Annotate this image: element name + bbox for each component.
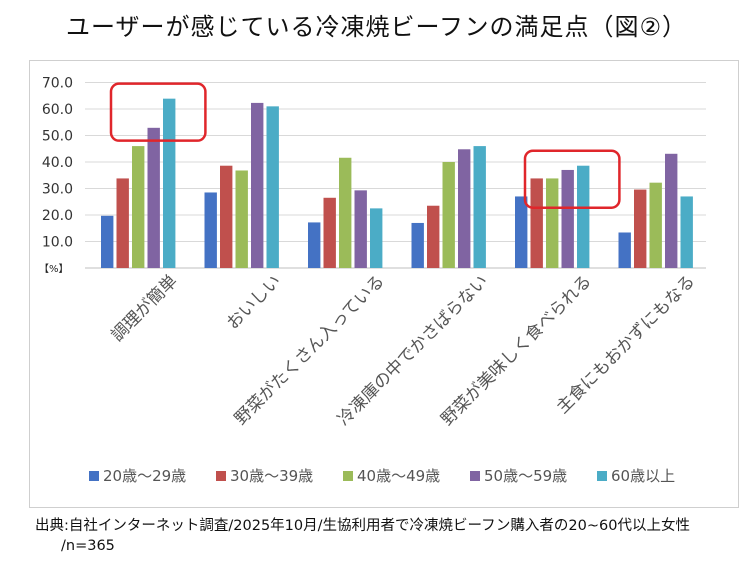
bar-5-4 bbox=[473, 146, 486, 268]
unit-label: 【%】 bbox=[39, 263, 69, 275]
y-tick-label: 20.0 bbox=[42, 208, 73, 224]
y-tick-label: 60.0 bbox=[42, 102, 73, 118]
bar-1-1 bbox=[101, 215, 114, 268]
bar-2-3 bbox=[323, 197, 336, 268]
bar-4-2 bbox=[251, 102, 264, 268]
bar-2-4 bbox=[427, 205, 440, 268]
bar-chart: 10.0 20.0 30.0 40.0 50.0 60.0 70.0 【%】調理が簡単 おいしい… bbox=[39, 76, 706, 485]
source-line-2: /n=365 bbox=[61, 538, 115, 554]
bar-3-4 bbox=[442, 162, 455, 268]
chart-title: ユーザーが感じている冷凍焼ビーフンの満足点（図②） bbox=[65, 13, 688, 41]
bar-5-1 bbox=[163, 98, 176, 268]
bar-3-2 bbox=[235, 170, 248, 268]
bar-1-4 bbox=[411, 222, 424, 268]
bar-4-5 bbox=[561, 169, 574, 268]
chart-frame bbox=[29, 60, 739, 508]
bar-5-6 bbox=[680, 196, 693, 268]
bar-2-5 bbox=[530, 178, 543, 268]
legend-swatch bbox=[597, 471, 607, 481]
bar-3-6 bbox=[649, 182, 662, 268]
legend-swatch bbox=[343, 471, 353, 481]
y-tick-label: 40.0 bbox=[42, 155, 73, 171]
legend-label: 20歳〜29歳 bbox=[103, 467, 186, 485]
legend-swatch bbox=[216, 471, 226, 481]
bar-4-4 bbox=[458, 149, 471, 268]
legend-label: 60歳以上 bbox=[611, 467, 675, 485]
source-line-1: 出典:自社インターネット調査/2025年10月/生協利用者で冷凍焼ビーフン購入者… bbox=[35, 518, 690, 534]
bar-4-3 bbox=[354, 190, 367, 268]
bar-2-6 bbox=[634, 189, 647, 268]
y-tick-label: 70.0 bbox=[42, 76, 73, 92]
bar-5-5 bbox=[577, 165, 590, 268]
bar-1-6 bbox=[618, 232, 631, 268]
bar-1-2 bbox=[204, 192, 217, 268]
legend-swatch bbox=[470, 471, 480, 481]
bar-5-3 bbox=[370, 208, 383, 268]
category-label: 調理が簡単 bbox=[107, 271, 181, 345]
legend-label: 30歳〜39歳 bbox=[230, 467, 313, 485]
legend-label: 50歳〜59歳 bbox=[484, 467, 567, 485]
bar-5-2 bbox=[266, 106, 279, 268]
y-tick-label: 50.0 bbox=[42, 129, 73, 145]
bar-3-3 bbox=[339, 157, 352, 268]
y-tick-label: 30.0 bbox=[42, 182, 73, 198]
bar-2-2 bbox=[220, 165, 233, 268]
highlight-box bbox=[109, 82, 207, 142]
bar-2-1 bbox=[116, 178, 129, 268]
bar-1-5 bbox=[515, 196, 528, 268]
legend-swatch bbox=[89, 471, 99, 481]
source-note: 出典:自社インターネット調査/2025年10月/生協利用者で冷凍焼ビーフン購入者… bbox=[35, 516, 690, 556]
bar-1-3 bbox=[308, 222, 321, 268]
bar-4-1 bbox=[147, 127, 160, 268]
bar-3-1 bbox=[132, 146, 145, 268]
category-label: おいしい bbox=[223, 271, 285, 333]
highlight-box bbox=[523, 149, 621, 209]
legend-label: 40歳〜49歳 bbox=[357, 467, 440, 485]
bar-3-5 bbox=[546, 178, 559, 268]
y-tick-label: 10.0 bbox=[42, 235, 73, 251]
bar-4-6 bbox=[665, 153, 678, 268]
